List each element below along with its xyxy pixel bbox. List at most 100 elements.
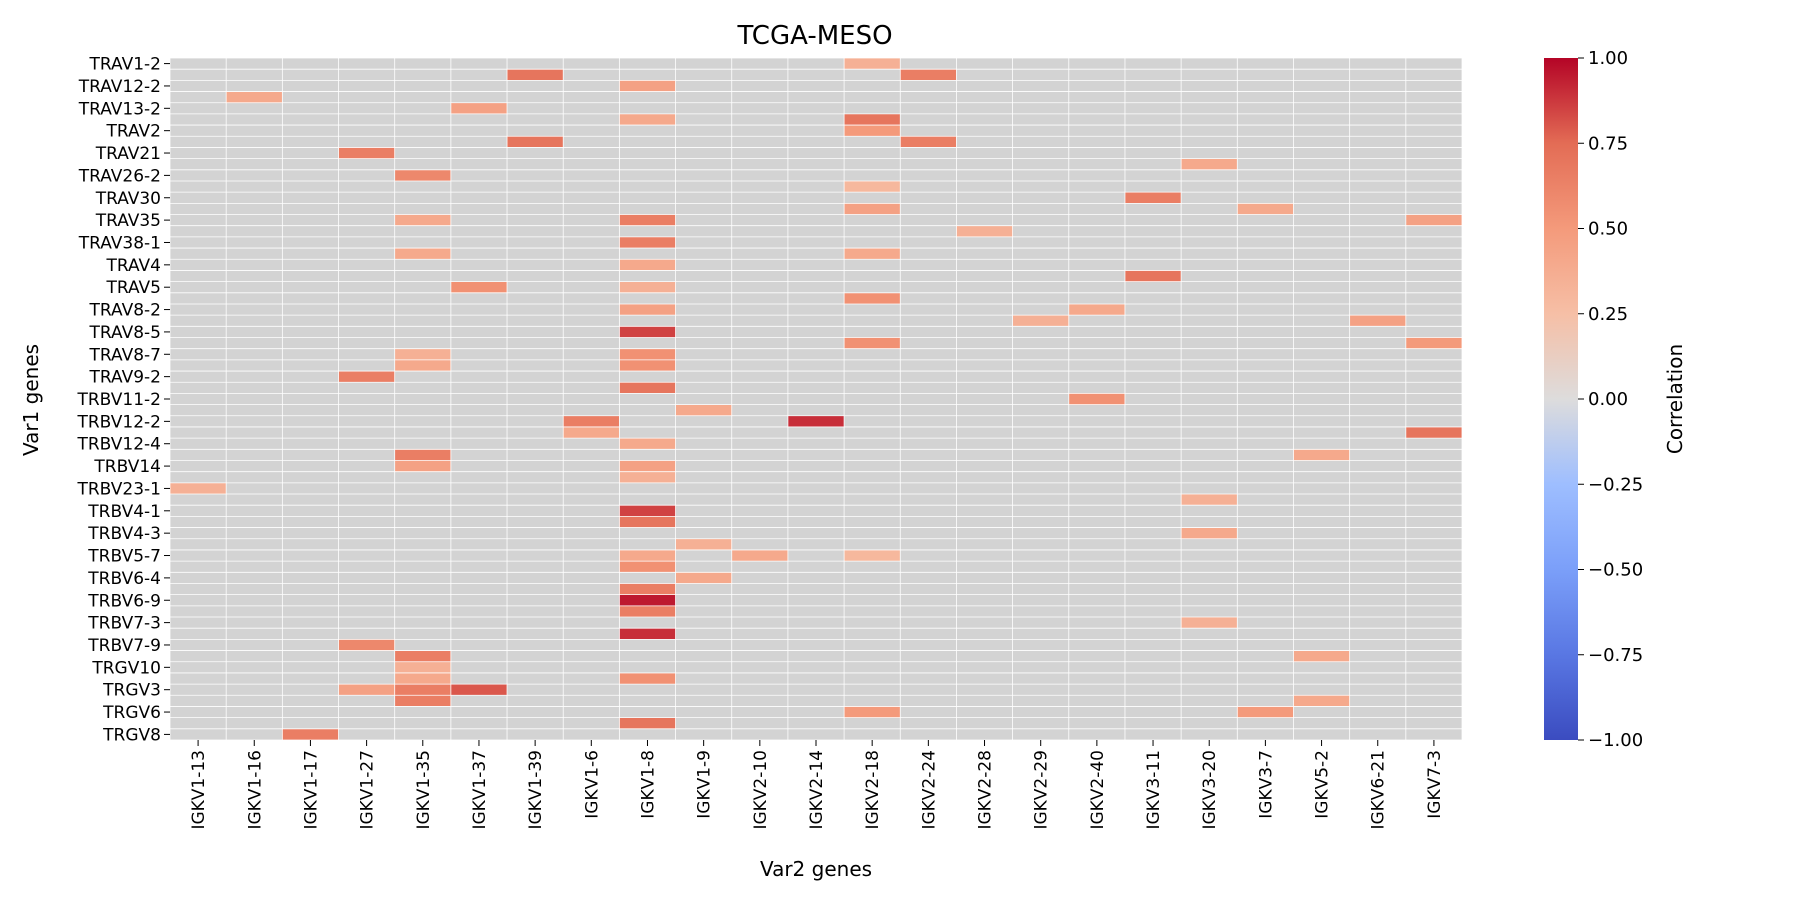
x-tick-label: IGKV1-39 <box>526 750 546 830</box>
x-tick-label: IGKV1-37 <box>470 750 490 830</box>
heatmap-cell <box>844 248 901 260</box>
y-tick-label: TRAV30 <box>95 189 161 209</box>
y-tick-label: TRGV8 <box>102 725 161 745</box>
y-tick-label: TRAV21 <box>95 144 161 164</box>
heatmap-cell <box>338 639 395 651</box>
heatmap-cell <box>1237 706 1294 718</box>
heatmap-cell <box>844 58 901 70</box>
y-tick-label: TRAV2 <box>106 122 162 142</box>
x-tick-label: IGKV2-40 <box>1088 750 1108 830</box>
heatmap-cell <box>675 404 732 416</box>
x-tick-label: IGKV1-9 <box>695 750 715 819</box>
heatmap-cell <box>844 180 901 193</box>
heatmap-cell <box>619 236 676 249</box>
colorbar <box>1544 58 1578 740</box>
y-tick-label: TRBV14 <box>93 457 161 477</box>
colorbar-tick-label: −0.25 <box>1588 474 1643 495</box>
y-tick-label: TRBV4-1 <box>87 502 161 522</box>
heatmap-cell <box>338 684 395 696</box>
y-tick-label: TRBV5-7 <box>87 547 161 567</box>
colorbar-tick-label: 0.00 <box>1588 389 1628 410</box>
heatmap-cell <box>619 438 676 450</box>
y-tick-label: TRBV11-2 <box>76 390 161 410</box>
heatmap-cell <box>844 337 901 349</box>
x-tick-label: IGKV1-35 <box>414 750 434 830</box>
heatmap-cell <box>394 672 451 685</box>
colorbar-label: Correlation <box>1663 344 1687 454</box>
heatmap-cell <box>394 661 451 673</box>
heatmap-cell <box>1181 527 1238 539</box>
y-tick-label: TRBV12-4 <box>76 435 161 455</box>
y-tick-label: TRAV8-7 <box>89 345 161 365</box>
heatmap-cell <box>844 549 901 562</box>
heatmap-cell <box>619 672 676 685</box>
y-tick-label: TRGV3 <box>102 681 161 701</box>
heatmap-cell <box>900 69 957 81</box>
x-axis-ticks: IGKV1-13 IGKV1-16 IGKV1-17 IGKV1-27 IGKV1-35… <box>189 740 1445 830</box>
heatmap-cell <box>619 80 676 92</box>
x-axis-label: Var2 genes <box>760 857 872 881</box>
x-tick-label: IGKV3-7 <box>1256 750 1276 819</box>
y-tick-label: TRAV9-2 <box>89 368 161 388</box>
heatmap-cell <box>1181 617 1238 629</box>
y-tick-label: TRGV6 <box>102 703 161 723</box>
heatmap-cell <box>619 460 676 472</box>
heatmap-cell <box>619 516 676 528</box>
x-tick-label: IGKV2-14 <box>807 750 827 830</box>
y-tick-label: TRAV35 <box>95 211 161 231</box>
heatmap-cell <box>1405 214 1462 226</box>
y-tick-label: TRAV8-2 <box>89 301 161 321</box>
y-tick-label: TRAV26-2 <box>78 166 161 186</box>
heatmap-cell <box>1293 650 1350 662</box>
heatmap-cell <box>226 91 283 103</box>
heatmap-cell <box>1068 303 1125 316</box>
heatmap-cells <box>170 58 1462 740</box>
x-tick-label: IGKV1-27 <box>358 750 378 830</box>
heatmap-cell <box>563 426 620 439</box>
heatmap-cell <box>507 136 564 148</box>
heatmap-cell <box>619 549 676 562</box>
heatmap-cell <box>394 214 451 226</box>
heatmap-cell <box>619 583 676 595</box>
heatmap-cell <box>1068 393 1125 405</box>
x-tick-label: IGKV1-13 <box>189 750 209 830</box>
heatmap-cell <box>1237 203 1294 215</box>
x-tick-label: IGKV6-21 <box>1369 750 1389 830</box>
heatmap-cell <box>619 303 676 316</box>
heatmap-cell <box>619 281 676 293</box>
heatmap-cell <box>619 214 676 226</box>
y-tick-label: TRBV6-9 <box>87 591 161 611</box>
y-tick-label: TRBV12-2 <box>76 412 161 432</box>
colorbar-tick-label: −1.00 <box>1588 730 1643 751</box>
x-tick-label: IGKV1-17 <box>301 750 321 830</box>
heatmap-cell <box>787 415 845 427</box>
x-tick-label: IGKV2-18 <box>863 750 883 830</box>
chart-title: TCGA-MESO <box>736 21 892 51</box>
heatmap-cell <box>394 248 451 260</box>
x-tick-label: IGKV2-10 <box>751 750 771 830</box>
heatmap-cell <box>619 382 676 394</box>
y-tick-label: TRAV8-5 <box>89 323 161 343</box>
heatmap-cell <box>394 449 451 461</box>
heatmap-cell <box>1181 494 1238 506</box>
heatmap-cell <box>394 348 451 360</box>
y-tick-label: TRBV4-3 <box>87 524 161 544</box>
y-tick-label: TRBV7-3 <box>87 614 161 634</box>
heatmap-cell <box>619 717 676 729</box>
x-tick-label: IGKV5-2 <box>1313 750 1333 819</box>
heatmap-plot-area <box>170 58 1462 740</box>
heatmap-cell <box>450 684 508 696</box>
heatmap-cell <box>394 650 451 662</box>
heatmap-cell <box>619 259 676 271</box>
heatmap-cell <box>619 594 676 606</box>
y-tick-label: TRAV4 <box>106 256 162 276</box>
heatmap-cell <box>619 561 676 573</box>
y-tick-label: TRAV1-2 <box>89 55 161 75</box>
heatmap-cell <box>619 348 676 360</box>
heatmap-cell <box>450 281 508 293</box>
heatmap-cell <box>563 415 620 427</box>
y-tick-label: TRGV10 <box>91 658 161 678</box>
y-tick-label: TRBV7-9 <box>87 636 161 656</box>
x-tick-label: IGKV1-16 <box>245 750 265 830</box>
